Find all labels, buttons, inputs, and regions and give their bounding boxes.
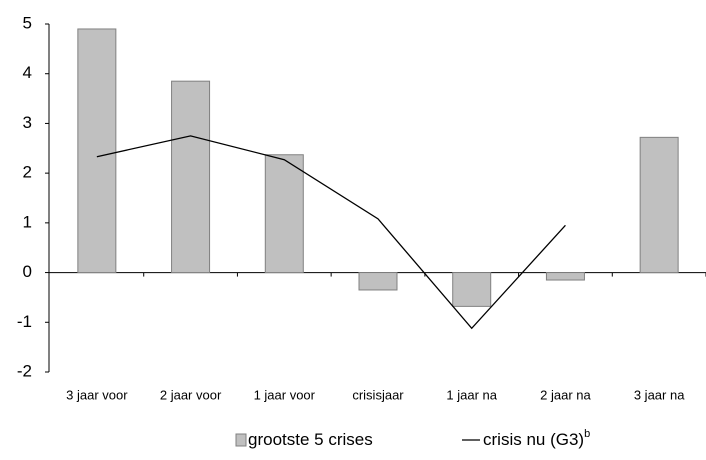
legend-text: crisis nu (G3) — [483, 430, 584, 449]
x-tick-label: 2 jaar na — [540, 387, 591, 402]
legend-text: grootste 5 crises — [248, 430, 373, 449]
bar — [545, 272, 585, 281]
y-tick-label: 1 — [23, 212, 32, 231]
y-tick-label: 4 — [23, 63, 32, 82]
line — [96, 135, 566, 330]
x-tick-label: 2 jaar voor — [160, 387, 222, 402]
bar — [171, 80, 211, 274]
legend-label: grootste 5 crises — [248, 430, 373, 449]
legend-swatch — [235, 433, 247, 447]
bar — [452, 272, 492, 307]
y-tick-label: 2 — [23, 163, 32, 182]
x-tick-label: 3 jaar na — [634, 387, 685, 402]
y-tick-label: -2 — [17, 361, 32, 380]
bar — [639, 136, 679, 274]
legend-superscript: b — [584, 428, 590, 440]
x-tick-label: 1 jaar na — [446, 387, 497, 402]
y-tick-label: 0 — [23, 262, 32, 281]
y-tick-label: 3 — [23, 113, 32, 132]
bar — [77, 28, 117, 274]
x-tick-label: 3 jaar voor — [66, 387, 128, 402]
bar — [264, 154, 304, 274]
x-tick-label: crisisjaar — [352, 387, 404, 402]
legend-label: crisis nu (G3)b — [483, 428, 590, 450]
x-tick-label: 1 jaar voor — [254, 387, 316, 402]
y-tick-label: 5 — [23, 13, 32, 32]
bar — [358, 272, 398, 291]
y-tick-label: -1 — [17, 312, 32, 331]
